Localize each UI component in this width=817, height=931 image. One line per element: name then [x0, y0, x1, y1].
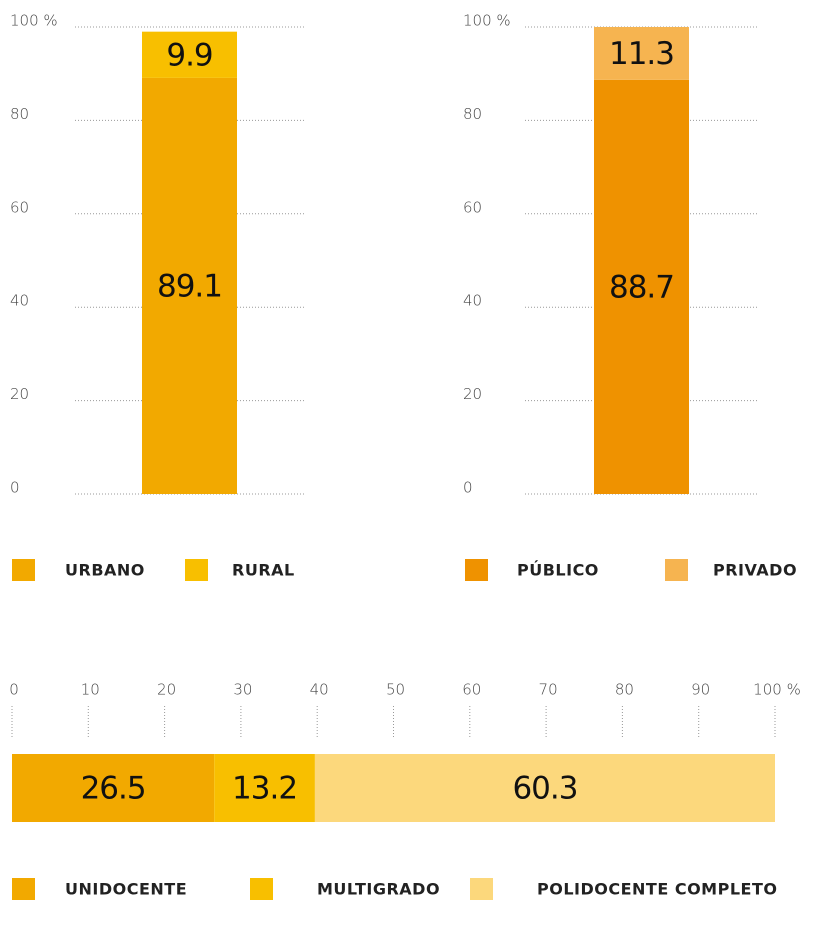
legend-label: URBANO — [65, 561, 145, 580]
x-tick-label: 70 — [539, 681, 558, 699]
legend-swatch — [470, 878, 493, 900]
x-tick-label: 20 — [157, 681, 176, 699]
bar-segment — [142, 31, 237, 78]
bar-segment — [314, 754, 775, 822]
y-tick-label: 0 — [463, 479, 473, 497]
value-label: 11.3 — [609, 36, 674, 72]
y-tick-label: 100 % — [463, 12, 511, 30]
y-tick-label: 80 — [10, 105, 29, 123]
x-tick-label: 0 — [9, 681, 19, 699]
y-tick-label: 20 — [463, 385, 482, 403]
bar-segment — [142, 77, 237, 494]
y-tick-label: 80 — [463, 105, 482, 123]
x-tick-label: 30 — [233, 681, 252, 699]
legend-swatch — [465, 559, 488, 581]
x-tick-label: 100 % — [753, 681, 801, 699]
y-tick-label: 40 — [10, 292, 29, 310]
bar-segment — [214, 754, 315, 822]
legend-label: UNIDOCENTE — [65, 880, 187, 899]
x-tick-label: 10 — [81, 681, 100, 699]
y-tick-label: 60 — [10, 198, 29, 216]
x-tick-label: 90 — [691, 681, 710, 699]
legend-label: POLIDOCENTE COMPLETO — [537, 880, 777, 899]
y-tick-label: 100 % — [10, 12, 58, 30]
legend-swatch — [12, 559, 35, 581]
bar-segment — [594, 79, 689, 495]
y-tick-label: 60 — [463, 198, 482, 216]
x-tick-label: 60 — [462, 681, 481, 699]
legend-label: MULTIGRADO — [317, 880, 440, 899]
legend-swatch — [665, 559, 688, 581]
legend-swatch — [12, 878, 35, 900]
x-tick-label: 80 — [615, 681, 634, 699]
value-label: 9.9 — [166, 37, 212, 73]
legend-label: PÚBLICO — [517, 561, 599, 580]
legend-label: RURAL — [232, 561, 295, 580]
x-tick-label: 40 — [310, 681, 329, 699]
legend-label: PRIVADO — [713, 561, 797, 580]
y-tick-label: 20 — [10, 385, 29, 403]
bar-segment — [594, 27, 689, 80]
bar-segment — [12, 754, 215, 822]
value-label: 60.3 — [512, 771, 577, 807]
y-tick-label: 40 — [463, 292, 482, 310]
y-tick-label: 0 — [10, 479, 20, 497]
value-label: 88.7 — [609, 269, 674, 305]
value-label: 89.1 — [157, 268, 222, 304]
legend-swatch — [250, 878, 273, 900]
x-tick-label: 50 — [386, 681, 405, 699]
value-label: 13.2 — [232, 771, 297, 807]
legend-swatch — [185, 559, 208, 581]
value-label: 26.5 — [81, 771, 146, 807]
